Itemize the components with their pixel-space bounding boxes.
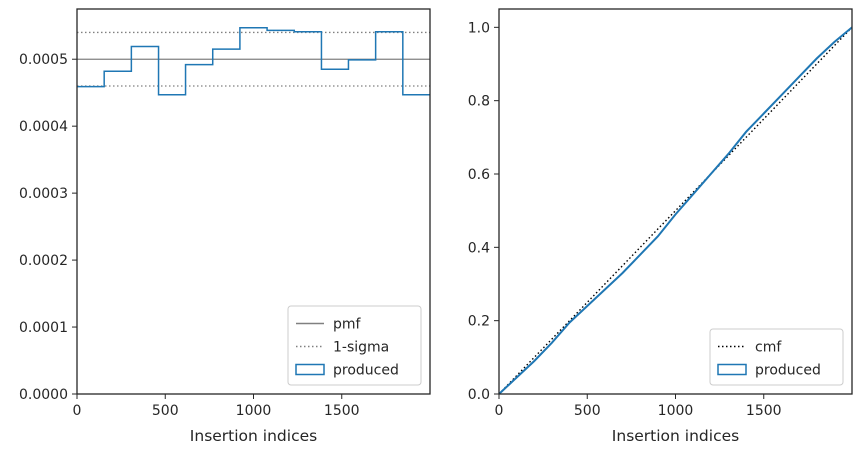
right-x-tick-label: 0 [495,403,504,419]
right-chart: 0 500 1000 1500 0.0 0.2 0.4 0.6 0.8 1.0 Insertion … [468,8,853,445]
right-x-tick-label: 500 [574,403,601,419]
left-y-tick-label: 0.0003 [19,186,68,202]
legend-label: produced [333,363,399,379]
cmf-line [499,26,852,394]
left-y-tick-label: 0.0002 [19,253,68,269]
legend-label: pmf [333,317,362,333]
right-axes-frame [498,8,853,395]
legend-swatch-produced [717,363,747,376]
left-y-tick-label: 0.0001 [19,320,68,336]
legend-label: produced [755,363,821,379]
left-axes-frame [76,8,431,395]
produced-step-line [77,26,430,96]
right-legend-box [709,328,844,386]
legend-label: cmf [755,340,782,356]
right-y-tick-label: 0.0 [468,387,490,403]
right-y-tick-label: 0.8 [468,94,490,110]
right-x-tick-label: 1500 [746,403,782,419]
right-x-tick-label: 1000 [658,403,694,419]
produced-line [499,26,852,394]
left-x-tick-label: 500 [152,403,179,419]
left-plot-area [77,26,430,96]
left-x-tick-label: 0 [73,403,82,419]
left-y-tick-label: 0.0000 [19,387,68,403]
right-plot-area [499,26,852,394]
right-y-tick-label: 0.6 [468,167,490,183]
left-y-tick-label: 0.0005 [19,52,68,68]
left-x-axis-label: Insertion indices [190,427,317,445]
right-x-axis-label: Insertion indices [612,427,739,445]
left-x-tick-label: 1500 [324,403,360,419]
left-chart: 0 500 1000 1500 0.0000 0.0001 0.0002 0.0003 0.00… [19,8,431,445]
legend-label: 1-sigma [333,340,389,356]
right-legend: cmf produced [709,328,844,386]
right-y-tick-label: 0.2 [468,314,490,330]
legend-swatch-produced [295,363,325,376]
right-y-tick-label: 0.4 [468,240,490,256]
left-legend: pmf 1-sigma produced [287,305,422,386]
right-y-tick-label: 1.0 [468,20,490,36]
left-y-tick-label: 0.0004 [19,119,68,135]
left-x-tick-label: 1000 [236,403,272,419]
